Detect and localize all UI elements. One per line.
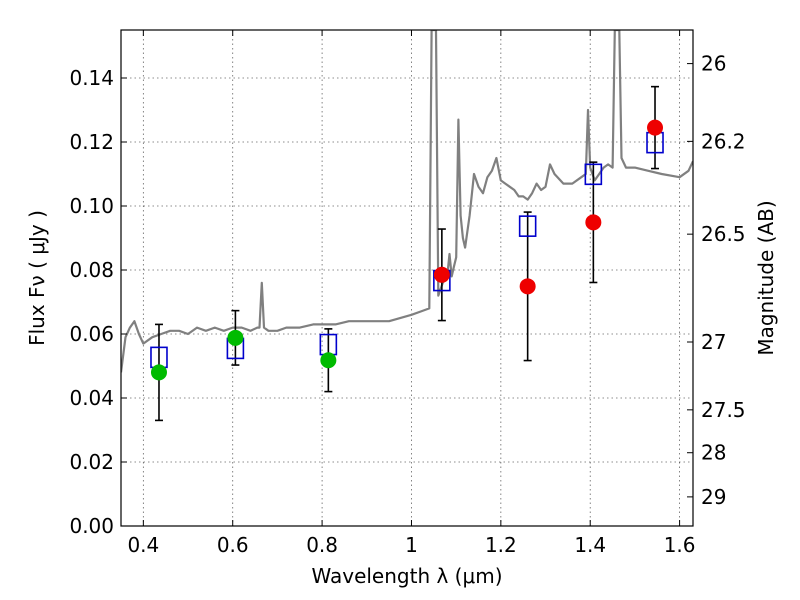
green-data-point (150, 364, 167, 381)
y-tick-label: 0.02 (69, 450, 114, 474)
green-data-point (320, 352, 337, 369)
right-tick-label: 27 (701, 330, 726, 354)
y-axis-label-left: Flux Fν ( μJy ) (25, 210, 49, 346)
x-tick-label: 0.4 (127, 533, 159, 557)
spectrum-line (121, 30, 693, 373)
x-tick-label: 1.4 (574, 533, 606, 557)
x-tick-label: 1.6 (664, 533, 696, 557)
x-tick-label: 0.6 (217, 533, 249, 557)
red-data-point (433, 266, 450, 283)
red-data-point (585, 214, 602, 231)
x-tick-label: 1.2 (485, 533, 517, 557)
y-tick-label: 0.10 (69, 194, 114, 218)
x-axis-label: Wavelength λ (μm) (311, 564, 502, 588)
right-tick-label: 28 (701, 441, 726, 465)
y-tick-label: 0.12 (69, 130, 114, 154)
plot-area (121, 30, 693, 422)
y-tick-label: 0.14 (69, 66, 114, 90)
red-data-point (647, 119, 664, 136)
x-tick-label: 1 (405, 533, 418, 557)
red-data-point (519, 278, 536, 295)
right-tick-label: 26.5 (701, 222, 746, 246)
right-tick-label: 29 (701, 485, 726, 509)
y-tick-label: 0.08 (69, 258, 114, 282)
y-axis-label-right: Magnitude (AB) (754, 200, 778, 355)
green-data-point (227, 329, 244, 346)
right-tick-label: 26.2 (701, 129, 746, 153)
axis-ticks: 0.4 0.6 0.8 1 1.2 1.4 1.6 0.00 0.02 0.04 0.06 0.08 0… (69, 30, 746, 557)
x-tick-label: 0.8 (306, 533, 338, 557)
model-square-marker (584, 163, 603, 186)
right-tick-label: 26 (701, 52, 726, 76)
y-tick-label: 0.04 (69, 386, 114, 410)
model-square-marker (518, 215, 537, 237)
y-tick-label: 0.06 (69, 322, 114, 346)
y-tick-label: 0.00 (69, 514, 114, 538)
right-tick-label: 27.5 (701, 398, 746, 422)
plot-frame (120, 29, 694, 527)
